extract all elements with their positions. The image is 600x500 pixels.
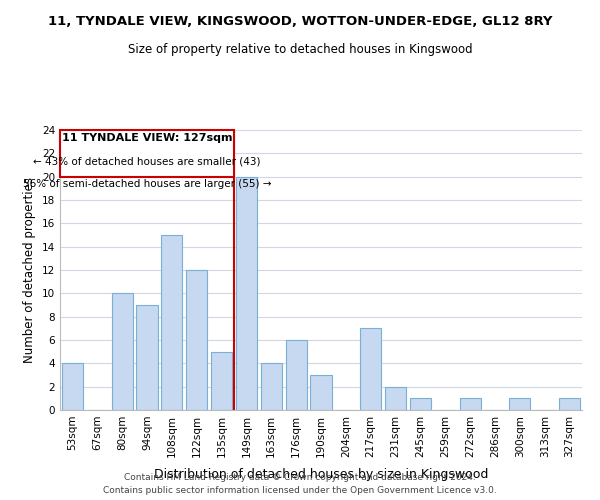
Bar: [360, 328, 381, 410]
Text: Contains public sector information licensed under the Open Government Licence v3: Contains public sector information licen…: [103, 486, 497, 495]
Bar: [559, 398, 580, 410]
FancyBboxPatch shape: [60, 130, 234, 176]
Bar: [261, 364, 282, 410]
Bar: [410, 398, 431, 410]
Bar: [509, 398, 530, 410]
Text: 11 TYNDALE VIEW: 127sqm: 11 TYNDALE VIEW: 127sqm: [62, 133, 232, 143]
Text: Size of property relative to detached houses in Kingswood: Size of property relative to detached ho…: [128, 42, 472, 56]
Bar: [161, 235, 182, 410]
Text: ← 43% of detached houses are smaller (43): ← 43% of detached houses are smaller (43…: [33, 156, 261, 166]
Text: 11, TYNDALE VIEW, KINGSWOOD, WOTTON-UNDER-EDGE, GL12 8RY: 11, TYNDALE VIEW, KINGSWOOD, WOTTON-UNDE…: [48, 15, 552, 28]
Bar: [211, 352, 232, 410]
Y-axis label: Number of detached properties: Number of detached properties: [23, 177, 37, 363]
Bar: [112, 294, 133, 410]
Bar: [310, 375, 332, 410]
Bar: [186, 270, 207, 410]
Text: 56% of semi-detached houses are larger (55) →: 56% of semi-detached houses are larger (…: [23, 179, 271, 189]
Bar: [286, 340, 307, 410]
X-axis label: Distribution of detached houses by size in Kingswood: Distribution of detached houses by size …: [154, 468, 488, 481]
Bar: [460, 398, 481, 410]
Bar: [62, 364, 83, 410]
Bar: [385, 386, 406, 410]
Text: Contains HM Land Registry data © Crown copyright and database right 2024.: Contains HM Land Registry data © Crown c…: [124, 474, 476, 482]
Bar: [236, 176, 257, 410]
Bar: [136, 305, 158, 410]
